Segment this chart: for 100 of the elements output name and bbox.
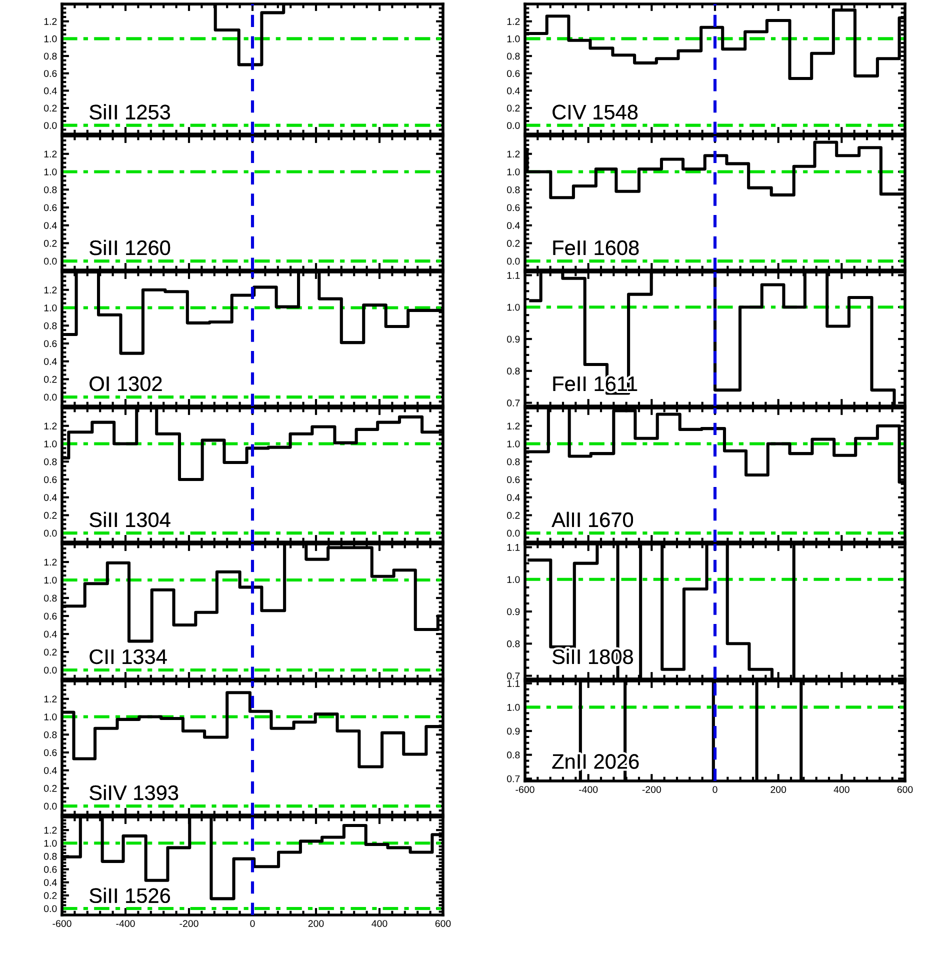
y-tick-label: 0.2 (44, 892, 57, 900)
y-tick-label: 0.8 (507, 458, 520, 466)
y-tick-label: 1.0 (44, 840, 57, 847)
y-tick-label: 0.0 (507, 530, 520, 537)
x-tick-label: 200 (770, 786, 786, 793)
x-tick-label: -600 (516, 786, 534, 793)
y-tick-label: 0.6 (44, 340, 57, 348)
x-tick-label: -600 (52, 920, 72, 927)
y-tick-label: 0.2 (507, 104, 520, 112)
annotation: SiII 1304 (90, 512, 170, 528)
y-tick-label: 0.4 (44, 358, 57, 365)
x-tick-label: 0 (712, 786, 718, 793)
y-tick-label: 0.8 (507, 640, 520, 648)
x-tick-label: 600 (435, 920, 451, 927)
annotation: FeII 1608 (553, 240, 639, 256)
y-tick-label: 0.4 (44, 630, 57, 638)
annotation: CIV 1548 (552, 104, 638, 120)
y-tick-label: 0.2 (507, 512, 520, 519)
y-tick-label: 0.0 (44, 122, 57, 129)
y-tick-label: 0.0 (44, 666, 57, 674)
y-tick-label: 0.7 (507, 672, 520, 680)
y-tick-label: 1.2 (44, 826, 57, 834)
y-tick-label: 0.4 (44, 767, 57, 774)
y-tick-label: 0.4 (44, 879, 57, 886)
y-tick-label: 0.8 (44, 322, 57, 330)
y-tick-label: 0.0 (44, 905, 57, 912)
y-tick-label: 1.0 (44, 576, 57, 584)
y-tick-label: 0.0 (507, 258, 520, 265)
y-tick-label: 0.2 (44, 376, 57, 383)
y-tick-label: 1.2 (44, 558, 57, 566)
x-tick-label: -200 (642, 786, 662, 793)
y-tick-label: 0.4 (507, 494, 520, 501)
y-tick-label: 0.9 (507, 336, 520, 343)
y-tick-label: 1.0 (44, 304, 57, 312)
annotation: SiII 1253 (90, 104, 170, 120)
x-tick-label: 600 (897, 786, 913, 793)
y-tick-label: 1.0 (507, 35, 520, 42)
y-tick-label: 0.2 (44, 240, 57, 247)
y-tick-label: 0.6 (507, 476, 520, 484)
y-tick-label: 0.7 (507, 775, 520, 782)
y-tick-label: 0.8 (507, 186, 520, 194)
y-tick-label: 0.7 (507, 400, 520, 406)
y-tick-label: 0.4 (507, 87, 520, 94)
y-tick-label: 0.2 (44, 512, 57, 519)
y-tick-label: 0.8 (44, 594, 57, 602)
y-tick-label: 0.0 (44, 802, 57, 810)
y-tick-label: 0.9 (507, 728, 520, 735)
y-tick-label: 1.2 (44, 150, 57, 158)
y-tick-label: 1.1 (507, 544, 520, 551)
annotation: SiII 1260 (90, 240, 170, 256)
y-tick-label: 0.4 (44, 494, 57, 501)
x-tick-label: 400 (834, 786, 850, 793)
y-tick-label: 1.0 (44, 713, 57, 720)
y-tick-label: 0.8 (507, 368, 520, 375)
y-tick-label: 0.8 (44, 52, 57, 60)
y-tick-label: 1.0 (44, 35, 57, 42)
annotation: OI 1302 (90, 376, 162, 392)
y-tick-label: 0.2 (44, 104, 57, 112)
x-tick-label: 200 (308, 920, 324, 927)
y-tick-label: 1.0 (507, 168, 520, 176)
y-tick-label: 0.8 (44, 731, 57, 738)
y-tick-label: 0.0 (44, 530, 57, 537)
y-tick-label: 1.2 (507, 150, 520, 158)
y-tick-label: 1.1 (507, 680, 520, 687)
y-tick-label: 1.0 (507, 440, 520, 448)
y-tick-label: 1.1 (507, 272, 520, 279)
y-tick-label: 1.0 (507, 576, 520, 583)
y-tick-label: 0.0 (507, 122, 520, 129)
annotation: CII 1334 (90, 649, 167, 664)
y-tick-label: 0.2 (507, 240, 520, 247)
y-tick-label: 0.6 (44, 866, 57, 873)
y-tick-label: 0.8 (44, 186, 57, 194)
annotation: AlII 1670 (552, 512, 634, 528)
y-tick-label: 0.4 (44, 222, 57, 229)
y-tick-label: 0.6 (44, 749, 57, 756)
x-tick-label: -200 (180, 920, 198, 927)
x-tick-label: 400 (372, 920, 388, 927)
y-tick-label: 0.8 (44, 458, 57, 466)
y-tick-label: 1.0 (44, 168, 57, 176)
annotation: SiIV 1393 (90, 784, 178, 800)
y-tick-label: 0.8 (507, 52, 520, 60)
y-tick-label: 0.9 (507, 608, 520, 616)
y-tick-label: 0.2 (44, 648, 57, 656)
y-tick-label: 1.2 (44, 696, 57, 702)
y-tick-label: 1.0 (507, 704, 520, 711)
x-tick-label: -400 (579, 786, 598, 793)
y-tick-label: 0.0 (44, 394, 57, 401)
y-tick-label: 1.0 (44, 440, 57, 448)
y-tick-label: 0.6 (507, 204, 520, 212)
y-tick-label: 1.2 (44, 422, 57, 430)
y-tick-label: 0.6 (44, 204, 57, 212)
y-tick-label: 1.2 (507, 422, 520, 430)
y-tick-label: 1.0 (507, 304, 520, 311)
y-tick-label: 0.4 (44, 87, 57, 94)
x-tick-label: 0 (250, 920, 255, 927)
y-tick-label: 0.0 (44, 258, 57, 265)
y-tick-label: 0.8 (44, 852, 57, 860)
y-tick-label: 0.6 (507, 70, 520, 77)
y-tick-label: 1.2 (44, 18, 57, 25)
y-tick-label: 1.2 (44, 286, 57, 294)
